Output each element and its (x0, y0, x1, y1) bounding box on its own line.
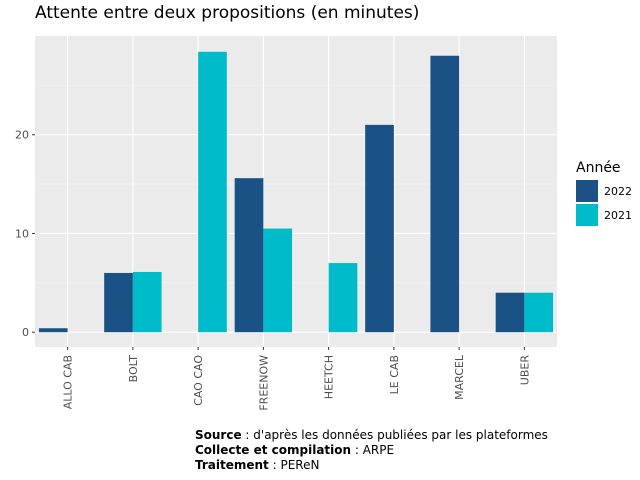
caption-traitement: Traitement : PEReN (195, 458, 320, 472)
x-tick-label: MARCEL (453, 354, 466, 400)
x-tick-label: HEETCH (323, 355, 336, 399)
chart-title: Attente entre deux propositions (en minu… (35, 3, 420, 23)
x-tick-label: ALLO CAB (62, 355, 75, 409)
bar-2021-freenow (263, 228, 293, 333)
x-tick-label: CAO CAO (192, 355, 205, 406)
bar-2022-le-cab (365, 124, 394, 333)
caption-collecte: Collecte et compilation : ARPE (195, 443, 395, 457)
caption-source: Source : d'après les données publiées pa… (195, 428, 548, 442)
y-tick-layer: 0 10 20 (15, 129, 35, 339)
legend-item-2021: 2021 (576, 203, 632, 227)
legend-swatch-2021 (576, 204, 598, 226)
x-tick-label: LE CAB (388, 355, 401, 394)
bar-2022-uber (495, 292, 525, 333)
legend: Année 2022 2021 (576, 160, 632, 227)
legend-label-2022: 2022 (604, 184, 632, 198)
y-tick-label: 0 (22, 326, 29, 339)
bar-2021-uber (524, 292, 554, 333)
caption: Source : d'après les données publiées pa… (195, 428, 548, 473)
y-tick-label: 20 (15, 129, 29, 142)
bar-2022-bolt (104, 272, 133, 333)
legend-label-2021: 2021 (604, 208, 632, 222)
x-tick-label: FREENOW (257, 355, 270, 411)
x-tick-layer: ALLO CAB BOLT CAO CAO FREENOW HEETCH LE CAB MA… (62, 347, 531, 411)
bar-2021-cao-cao (198, 51, 227, 333)
bar-2021-heetch (328, 263, 358, 333)
bar-2021-bolt (132, 271, 162, 333)
x-tick-label: BOLT (127, 355, 140, 383)
bar-2022-allo-cab (38, 328, 68, 333)
legend-title: Année (576, 160, 621, 176)
bar-2022-marcel (430, 55, 460, 333)
bar-layer (38, 51, 554, 333)
legend-swatch-2022 (576, 180, 598, 202)
x-tick-label: UBER (518, 355, 531, 386)
y-tick-label: 10 (15, 227, 29, 240)
bar-2022-freenow (234, 178, 264, 333)
legend-item-2022: 2022 (576, 179, 632, 203)
